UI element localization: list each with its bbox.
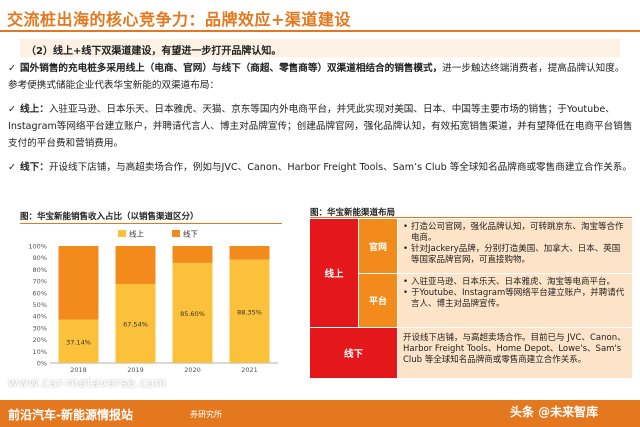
bar-online	[229, 259, 270, 363]
channel-layout-table: 线上 官网 平台 打造公司官网，强化品牌认知，可转跳京东、淘宝等合作电商。 针对…	[310, 219, 632, 378]
paragraph-bold: 国外销售的充电桩多采用线上（电商、官网）与线下（商超、零售商等）双渠道相结合的销…	[20, 63, 443, 74]
data-label: 67.54%	[123, 320, 148, 328]
section-subhead: （2）线上+线下双渠道建设，有望进一步打开品牌认知。	[20, 39, 620, 57]
chart-caption: 图：华宝新能销售收入占比（以销售渠道区分）	[20, 212, 199, 222]
y-tick-label: 70%	[33, 278, 47, 286]
check-icon: ✓	[8, 162, 17, 173]
check-icon: ✓	[8, 104, 17, 115]
website-cell: 官网	[359, 219, 397, 273]
platform-item: 于Youtube、Instagram等网络平台建立账户，并聘请代言人、博主对品牌…	[403, 288, 627, 310]
offline-desc: 开设线下店铺，与高超卖场合作。目前已与 JVC、Canon、Harbor Fre…	[398, 328, 632, 378]
x-tick-label: 2019	[127, 366, 144, 374]
site-watermark: www.car-metaverse.com	[8, 376, 167, 390]
offline-cell: 线下	[310, 328, 397, 378]
bar-offline	[172, 246, 213, 263]
platform-item: 入驻亚马逊、日本乐天、日本雅虎、淘宝等电商平台。	[403, 277, 627, 288]
y-tick-label: 30%	[33, 324, 47, 332]
legend-swatch	[172, 230, 180, 237]
platform-cell: 平台	[359, 274, 397, 327]
footer-title: 前沿汽车-新能源情报站	[8, 408, 133, 422]
data-label: 88.35%	[237, 308, 262, 316]
paragraph-text: 入驻亚马逊、日本乐天、日本雅虎、天猫、京东等国内外电商平台，并凭此实现对美国、日…	[8, 104, 633, 149]
title-divider	[0, 30, 640, 32]
y-tick-label: 60%	[33, 289, 47, 297]
footer-bar: 前沿汽车-新能源情报站 券研究所	[0, 400, 640, 427]
paragraph-offline: ✓ 线下：开设线下店铺，与高超卖场合作，例如与JVC、Canon、Harbor F…	[8, 159, 634, 176]
table-caption: 图：华宝新能渠道布局	[310, 208, 396, 218]
bar-offline	[229, 246, 270, 260]
website-desc: 打造公司官网，强化品牌认知，可转跳京东、淘宝等合作电商。 针对Jackery品牌…	[398, 219, 632, 273]
paragraph-bold: 线上：	[20, 104, 49, 115]
bar-offline	[58, 246, 99, 320]
bar-online	[115, 283, 156, 363]
chart-caption-rule	[20, 223, 282, 224]
footer-source: 券研究所	[190, 410, 222, 419]
toutiao-watermark: 头条 @未来智库	[510, 405, 599, 419]
y-tick-label: 50%	[33, 301, 47, 309]
website-item: 针对Jackery品牌，分别打造美国、加拿大、日本、英国等国家品牌官网，可直接购…	[403, 244, 627, 266]
platform-desc: 入驻亚马逊、日本乐天、日本雅虎、淘宝等电商平台。 于Youtube、Instag…	[398, 274, 632, 327]
y-tick-label: 100%	[28, 243, 47, 251]
paragraph-bold: 线下：	[20, 162, 49, 173]
x-tick-label: 2018	[70, 366, 87, 374]
paragraph-online: ✓ 线上：入驻亚马逊、日本乐天、日本雅虎、天猫、京东等国内外电商平台，并凭此实现对…	[8, 101, 634, 152]
data-label: 37.14%	[66, 338, 91, 346]
bar-online	[172, 262, 213, 363]
y-tick-label: 20%	[33, 336, 47, 344]
paragraph-text: 进一步触达终端消费者，提高品牌认知度。参考便携式储能企业代表华宝新能的双渠道布局…	[8, 63, 625, 91]
y-tick-label: 90%	[33, 254, 47, 262]
legend-swatch	[118, 230, 126, 237]
y-tick-label: 40%	[33, 313, 47, 321]
bar-offline	[115, 246, 156, 284]
legend-label: 线下	[183, 229, 198, 239]
y-tick-label: 10%	[33, 348, 47, 356]
sales-channel-chart: 0% 10% 20% 30% 40% 50% 60% 70% 80% 90% 100% 线上 线下 37.…	[28, 229, 278, 374]
y-tick-label: 0%	[37, 360, 47, 368]
x-tick-label: 2021	[241, 366, 258, 374]
check-icon: ✓	[8, 63, 17, 74]
website-item: 打造公司官网，强化品牌认知，可转跳京东、淘宝等合作电商。	[403, 222, 627, 244]
page-title: 交流桩出海的核心竞争力：品牌效应+渠道建设	[7, 10, 351, 29]
x-tick-label: 2020	[184, 366, 201, 374]
legend-label: 线上	[129, 229, 144, 239]
y-tick-label: 80%	[33, 266, 47, 274]
data-label: 85.60%	[180, 310, 205, 318]
paragraph-text: 开设线下店铺，与高超卖场合作，例如与JVC、Canon、Harbor Freig…	[48, 162, 632, 173]
bar-online	[58, 319, 99, 363]
table-caption-rule	[310, 217, 632, 218]
paragraph-channels: ✓ 国外销售的充电桩多采用线上（电商、官网）与线下（商超、零售商等）双渠道相结合的…	[8, 60, 634, 94]
online-cell: 线上	[310, 219, 358, 327]
